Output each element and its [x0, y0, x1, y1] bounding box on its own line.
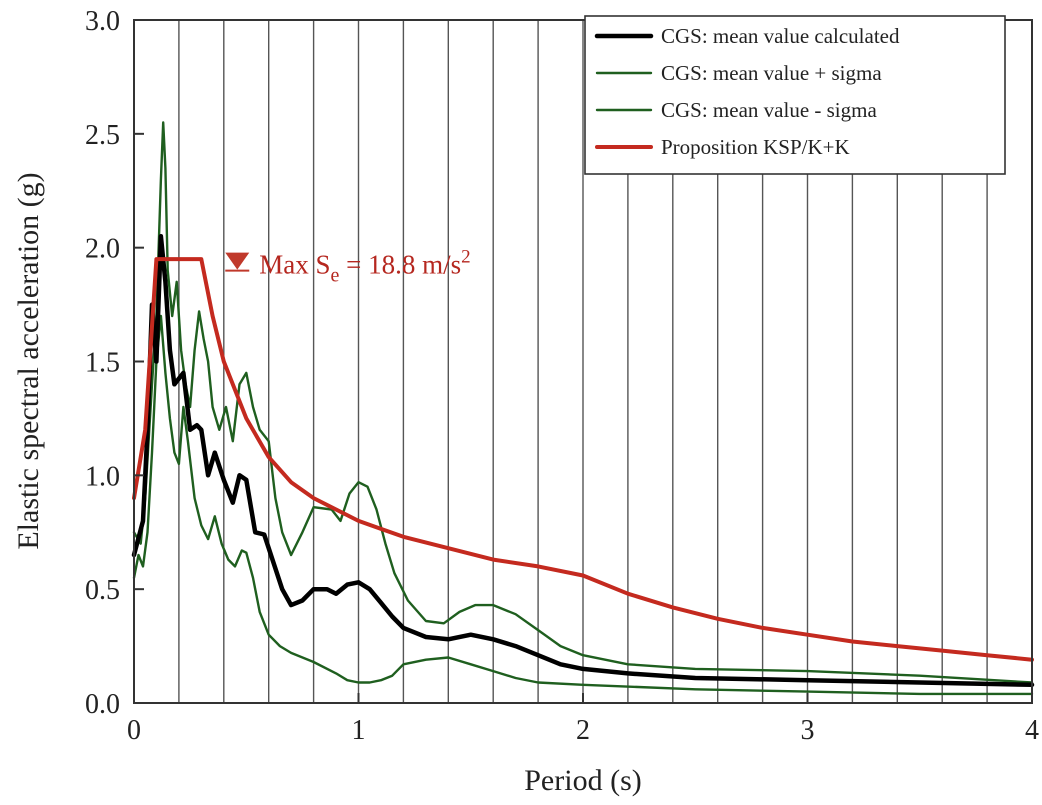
- legend-box: [584, 15, 1006, 175]
- x-axis-title: Period (s): [524, 764, 641, 797]
- annotation-subscript: e: [331, 265, 340, 287]
- y-tick-label: 2.5: [85, 120, 120, 151]
- axis-ticks: 0 1 2 3 4 0.0 0.5 1.0 1.5 2.0 2.5 3.0: [85, 6, 1039, 746]
- legend-label: CGS: mean value calculated: [661, 24, 900, 48]
- legend: CGS: mean value calculated CGS: mean valu…: [584, 15, 1006, 175]
- x-tick-label: 1: [352, 715, 366, 746]
- y-tick-label: 0.0: [85, 689, 120, 720]
- y-tick-label: 1.0: [85, 461, 120, 492]
- series-line-2: [132, 121, 1034, 684]
- series-line-4: [132, 257, 1034, 662]
- y-tick-label: 1.5: [85, 348, 120, 379]
- series-line-3: [132, 314, 1034, 696]
- x-tick-label: 4: [1025, 715, 1039, 746]
- annotation-superscript: 2: [461, 247, 471, 268]
- max-se-annotation: Max Se = 18.8 m/s2: [225, 247, 471, 287]
- max-se-label: Max Se = 18.8 m/s2: [259, 247, 470, 287]
- series-lines: [131, 121, 1035, 696]
- annotation-suffix: = 18.8 m/s: [339, 250, 461, 280]
- series-line-1: [131, 234, 1035, 688]
- y-tick-label: 3.0: [85, 6, 120, 37]
- legend-label: CGS: mean value + sigma: [661, 61, 882, 85]
- y-axis-title: Elastic spectral acceleration (g): [12, 172, 45, 549]
- x-tick-label: 2: [576, 715, 590, 746]
- y-tick-label: 2.0: [85, 234, 120, 265]
- x-tick-label: 3: [801, 715, 815, 746]
- x-tick-label: 0: [127, 715, 141, 746]
- legend-label: Proposition KSP/K+K: [661, 135, 850, 159]
- annotation-prefix: Max S: [259, 250, 330, 280]
- legend-label: CGS: mean value - sigma: [661, 98, 877, 122]
- y-tick-label: 0.5: [85, 575, 120, 606]
- triangle-down-icon: [225, 252, 250, 270]
